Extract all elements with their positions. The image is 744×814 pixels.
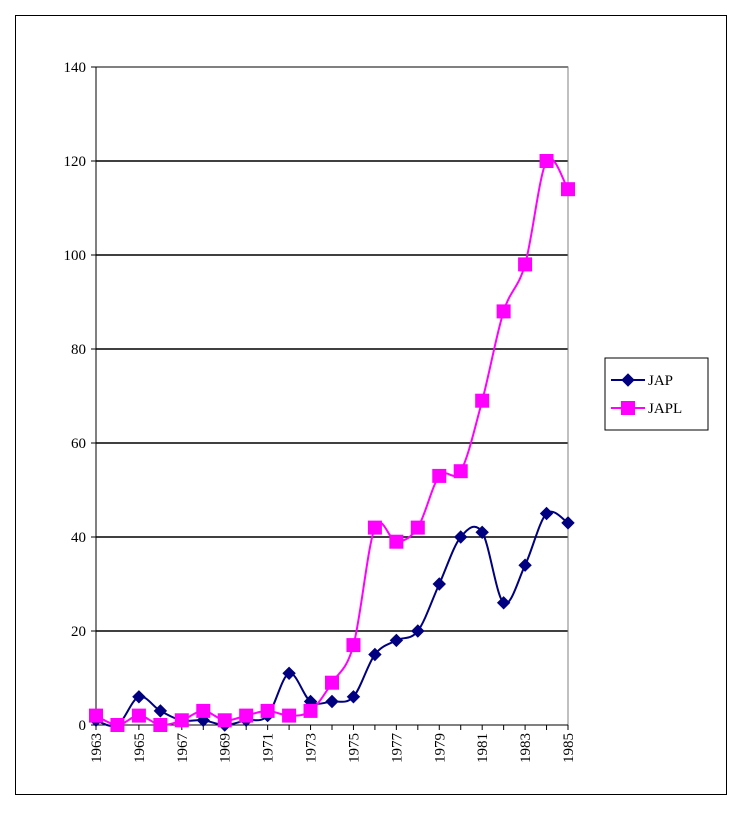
data-point-japl: [239, 708, 254, 723]
data-point-jap: [153, 704, 168, 718]
series-line-jap: [95, 510, 569, 728]
y-tick-label: 20: [71, 624, 86, 640]
legend-entry-japl: JAPL: [611, 401, 682, 417]
y-tick-label: 140: [64, 60, 87, 76]
data-point-japl: [389, 534, 404, 549]
x-tick-label: 1983: [518, 733, 534, 763]
data-point-jap: [518, 558, 532, 572]
legend-label: JAPL: [648, 401, 682, 417]
x-tick-label: 1971: [261, 733, 277, 763]
data-point-japl: [518, 257, 533, 272]
data-point-jap: [496, 596, 511, 610]
series-jap: [89, 506, 575, 732]
x-tick-label: 1963: [89, 733, 105, 763]
gridlines: [96, 66, 568, 632]
series-japl: [89, 154, 575, 732]
data-point-japl: [410, 520, 425, 535]
y-tick-label: 120: [64, 154, 87, 170]
data-point-jap: [132, 690, 146, 704]
y-tick-label: 100: [64, 248, 87, 264]
data-point-japl: [303, 703, 318, 718]
x-tick-label: 1979: [432, 733, 448, 763]
data-point-japl: [153, 718, 168, 732]
series-layer: [89, 154, 575, 732]
data-point-jap: [346, 690, 361, 704]
y-tick-label: 40: [71, 530, 86, 546]
data-point-japl: [260, 703, 275, 718]
data-point-japl: [110, 718, 125, 732]
data-point-jap: [282, 666, 296, 681]
data-point-japl: [539, 154, 554, 168]
x-tick-label: 1981: [475, 733, 491, 763]
x-tick-label: 1975: [346, 733, 362, 763]
x-tick-label: 1973: [304, 733, 320, 763]
x-tick-label: 1977: [389, 733, 405, 764]
data-point-jap: [539, 506, 554, 521]
legend-entry-jap: JAP: [611, 373, 673, 389]
data-point-japl: [131, 708, 146, 723]
legend-marker: [621, 401, 635, 415]
plot-area: [95, 66, 569, 726]
data-point-japl: [367, 520, 382, 535]
data-point-jap: [389, 633, 404, 648]
data-point-japl: [561, 182, 575, 197]
data-point-japl: [174, 713, 189, 728]
data-point-japl: [432, 468, 447, 483]
data-point-japl: [217, 713, 232, 728]
x-tick-label: 1969: [218, 733, 234, 763]
data-point-japl: [475, 393, 490, 408]
data-point-japl: [282, 708, 297, 723]
data-point-jap: [561, 516, 575, 530]
legend-box: [604, 357, 709, 431]
legend: JAP JAPL: [604, 357, 709, 431]
legend-marker: [621, 373, 635, 387]
x-tick-label: 1967: [175, 733, 191, 764]
x-tick-label: 1965: [132, 733, 148, 763]
axes: [95, 67, 568, 726]
data-point-japl: [325, 675, 339, 690]
x-tick-label: 1985: [561, 733, 577, 763]
y-tick-label: 60: [71, 436, 86, 452]
data-point-jap: [432, 577, 446, 591]
data-point-jap: [325, 694, 339, 709]
data-point-japl: [346, 638, 361, 653]
series-line-japl: [95, 157, 569, 727]
legend-label: JAP: [648, 373, 673, 389]
data-point-jap: [411, 624, 425, 638]
y-tick-label: 0: [79, 718, 87, 734]
data-point-jap: [368, 647, 382, 662]
data-point-japl: [89, 708, 103, 723]
data-point-japl: [496, 304, 511, 319]
data-point-japl: [196, 703, 211, 718]
y-tick-label: 80: [71, 342, 86, 358]
y-axis-ticks: 0 20 40 60 80 100 120 140: [64, 60, 96, 734]
data-point-japl: [453, 464, 468, 479]
data-point-jap: [475, 525, 489, 540]
data-point-jap: [454, 530, 468, 544]
